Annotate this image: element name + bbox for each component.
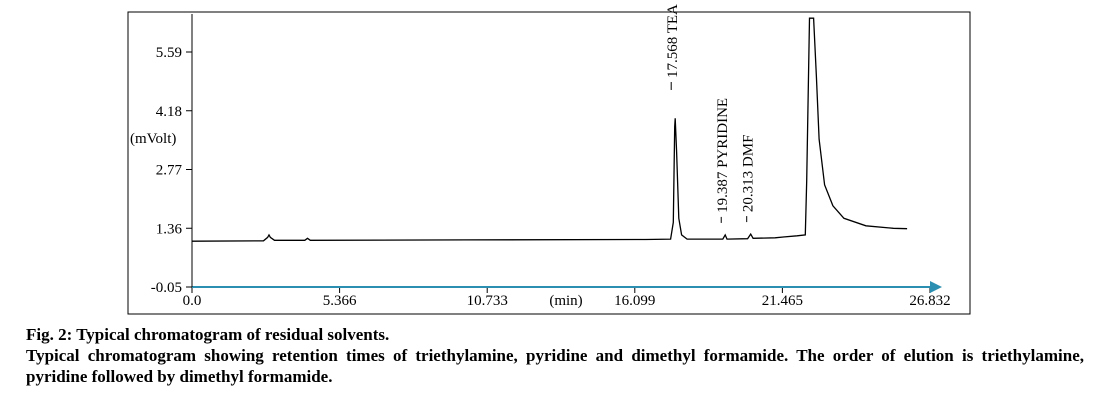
chromatogram-chart: 5.59 4.18 2.77 1.36 -0.05 0.0 5.366 10.733 16.0…	[127, 4, 971, 315]
x-tick-label: 21.465	[762, 293, 803, 309]
chart-frame	[127, 11, 971, 315]
chromatogram-trace	[191, 17, 908, 242]
peak-label: 19.387 PYRIDINE	[715, 98, 731, 213]
y-tick-label: -0.05	[151, 280, 182, 296]
x-tick-label: 26.832	[909, 293, 950, 309]
caption-body: Typical chromatogram showing retention t…	[26, 346, 1084, 386]
x-axis-arrow-icon	[930, 281, 942, 293]
y-tick-label: 1.36	[156, 221, 183, 237]
x-tick-label: 0.0	[183, 293, 202, 309]
y-tick-label: 2.77	[156, 163, 183, 179]
y-axis: 5.59 4.18 2.77 1.36 -0.05	[151, 45, 192, 296]
chromatogram-svg: 5.59 4.18 2.77 1.36 -0.05 0.0 5.366 10.733 16.0…	[127, 4, 971, 315]
peak-annotations: 17.568 TEA 19.387 PYRIDINE 20.313 DMF	[665, 4, 757, 223]
x-tick-label: 16.099	[614, 293, 655, 309]
x-tick-label: 5.366	[323, 293, 357, 309]
y-axis-unit-label: (mVolt)	[130, 131, 176, 147]
x-axis-unit-label: (min)	[549, 293, 582, 309]
figure-caption: Fig. 2: Typical chromatogram of residual…	[26, 324, 1084, 387]
peak-label: 17.568 TEA	[665, 4, 681, 78]
caption-title: Fig. 2: Typical chromatogram of residual…	[26, 325, 390, 344]
y-tick-label: 5.59	[156, 45, 182, 61]
y-tick-label: 4.18	[156, 104, 182, 120]
x-axis: 0.0 5.366 10.733 16.099 21.465 26.832	[183, 287, 951, 309]
peak-label: 20.313 DMF	[741, 135, 757, 213]
x-tick-label: 10.733	[467, 293, 508, 309]
